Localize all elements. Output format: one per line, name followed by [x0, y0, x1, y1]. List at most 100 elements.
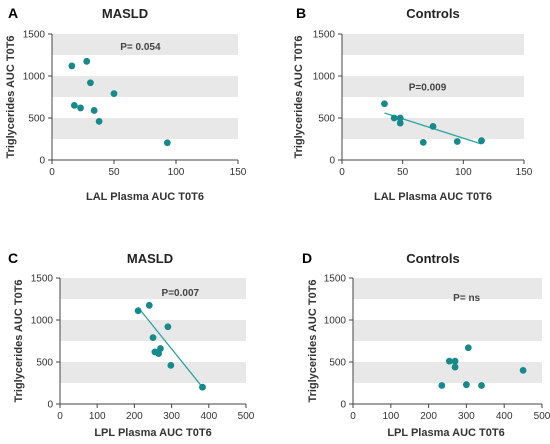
panel-a-x-tick-label: 50 [108, 167, 120, 178]
panel-a-data-point [83, 57, 91, 65]
panel-c-data-point [149, 334, 157, 342]
panel-a-title: MASLD [102, 6, 148, 21]
panel-b-y-tick-label: 1500 [313, 30, 336, 41]
panel-c-band-0 [60, 362, 246, 383]
panel-b-data-point [419, 138, 427, 146]
panel-b-y-tick-label: 1000 [313, 72, 336, 83]
panel-d-data-point [478, 382, 485, 389]
panel-d-y-tick-label: 500 [329, 358, 346, 369]
panel-c-band-1 [60, 320, 246, 341]
panel-b-x-axis-label: LAL Plasma AUC T0T6 [374, 191, 492, 203]
panel-a-x-tick-label: 150 [230, 167, 247, 178]
panel-a-y-tick-label: 1500 [23, 30, 46, 41]
panel-d-x-tick-label: 100 [382, 411, 399, 422]
panel-d-data-point [519, 367, 527, 374]
panel-b-data-point [429, 123, 437, 130]
panel-d-x-tick-label: 500 [534, 411, 550, 422]
panel-c-data-point [167, 361, 175, 369]
panel-c-data-point [164, 323, 172, 331]
panel-a-p-value: P= 0.054 [120, 42, 161, 53]
panel-a-x-axis-label: LAL Plasma AUC T0T6 [86, 191, 204, 203]
panel-d-data-point [445, 357, 453, 365]
panel-d-y-axis-label: Triglycerides AUC T0T6 [307, 279, 319, 402]
panel-d-y-tick-label: 0 [340, 400, 346, 411]
panel-d-data-point [451, 357, 459, 365]
panel-b-x-tick-label: 100 [455, 167, 472, 178]
panel-c-x-tick-label: 400 [200, 411, 217, 422]
panel-c-title: MASLD [127, 251, 173, 266]
panel-a-band-0 [52, 118, 238, 139]
panel-c-data-point [145, 301, 153, 309]
panel-a-data-point [95, 117, 103, 125]
panel-b-y-tick-label: 0 [329, 156, 335, 167]
panel-b-letter: B [296, 5, 306, 21]
panel-c-y-tick-label: 1000 [31, 316, 54, 327]
panel-b-title: Controls [406, 6, 459, 21]
panel-b-y-tick-label: 500 [318, 114, 335, 125]
panel-d-title: Controls [406, 251, 459, 266]
panel-d-data-point [451, 363, 459, 371]
panel-c-y-axis-label: Triglycerides AUC T0T6 [13, 279, 25, 402]
panel-d-data-point [464, 344, 472, 352]
panel-d-data-point [463, 381, 470, 389]
panel-b-x-tick-label: 0 [339, 167, 345, 178]
panel-d-x-tick-label: 400 [496, 411, 513, 422]
panel-b-data-point [396, 119, 404, 127]
panel-b-data-point [396, 114, 404, 122]
panel-b-band-2 [342, 34, 524, 55]
panel-d-letter: D [302, 250, 312, 266]
panel-d-x-tick-label: 0 [350, 411, 356, 422]
panel-a-y-tick-label: 500 [28, 114, 45, 125]
panel-c-p-value: P=0.007 [162, 288, 200, 299]
panel-a-x-tick-label: 100 [168, 167, 185, 178]
panel-a-band-1 [52, 76, 238, 97]
panel-d-band-2 [353, 278, 542, 299]
panel-b-p-value: P=0.009 [409, 82, 447, 93]
panel-c-x-tick-label: 0 [57, 411, 63, 422]
panel-c-x-tick-label: 200 [126, 411, 143, 422]
panel-a-y-tick-label: 1000 [23, 72, 46, 83]
panel-c-regression-line [137, 306, 203, 388]
panel-a-x-tick-label: 0 [49, 167, 55, 178]
panel-d-p-value: P= ns [453, 293, 480, 304]
panel-c-x-tick-label: 100 [89, 411, 106, 422]
panel-b-x-tick-label: 50 [397, 167, 409, 178]
panel-c-letter: C [8, 250, 18, 266]
panel-a-y-tick-label: 0 [39, 156, 45, 167]
panel-c-data-point [134, 307, 142, 315]
panel-c-data-point [199, 383, 206, 391]
panel-c-y-tick-label: 1500 [31, 274, 54, 285]
panel-c-x-axis-label: LPL Plasma AUC T0T6 [94, 427, 211, 439]
panel-b-data-point [390, 114, 398, 122]
panel-d-x-tick-label: 300 [458, 411, 475, 422]
panel-a-data-point [70, 102, 78, 109]
panel-b-band-1 [342, 76, 524, 97]
panel-d-x-axis-label: LPL Plasma AUC T0T6 [387, 427, 504, 439]
panel-a-data-point [68, 62, 76, 70]
panel-a-band-2 [52, 34, 238, 55]
panel-d-band-0 [353, 362, 542, 383]
panel-a-data-point [87, 79, 94, 87]
panel-d-x-tick-label: 200 [420, 411, 437, 422]
panel-a-data-point [77, 104, 84, 112]
panel-c-band-2 [60, 278, 246, 299]
panel-d-y-tick-label: 1000 [324, 316, 347, 327]
panel-a-y-axis-label: Triglycerides AUC T0T6 [5, 35, 17, 158]
panel-d-data-point [438, 382, 446, 389]
panel-a-data-point [90, 107, 98, 114]
panel-a-data-point [110, 90, 118, 98]
panel-b-data-point [453, 138, 461, 145]
panel-c-x-tick-label: 500 [238, 411, 255, 422]
panel-d-band-1 [353, 320, 542, 341]
panel-c-y-tick-label: 0 [47, 400, 53, 411]
panel-a-letter: A [8, 5, 18, 21]
panel-b-data-point [478, 137, 485, 145]
panel-c-x-tick-label: 300 [163, 411, 180, 422]
panel-b-x-tick-label: 150 [516, 167, 533, 178]
panel-c-data-point [157, 345, 164, 352]
panel-b-y-axis-label: Triglycerides AUC T0T6 [293, 35, 305, 158]
panel-d-y-tick-label: 1500 [324, 274, 347, 285]
panel-c-y-tick-label: 500 [36, 358, 53, 369]
panel-b-data-point [381, 100, 388, 108]
